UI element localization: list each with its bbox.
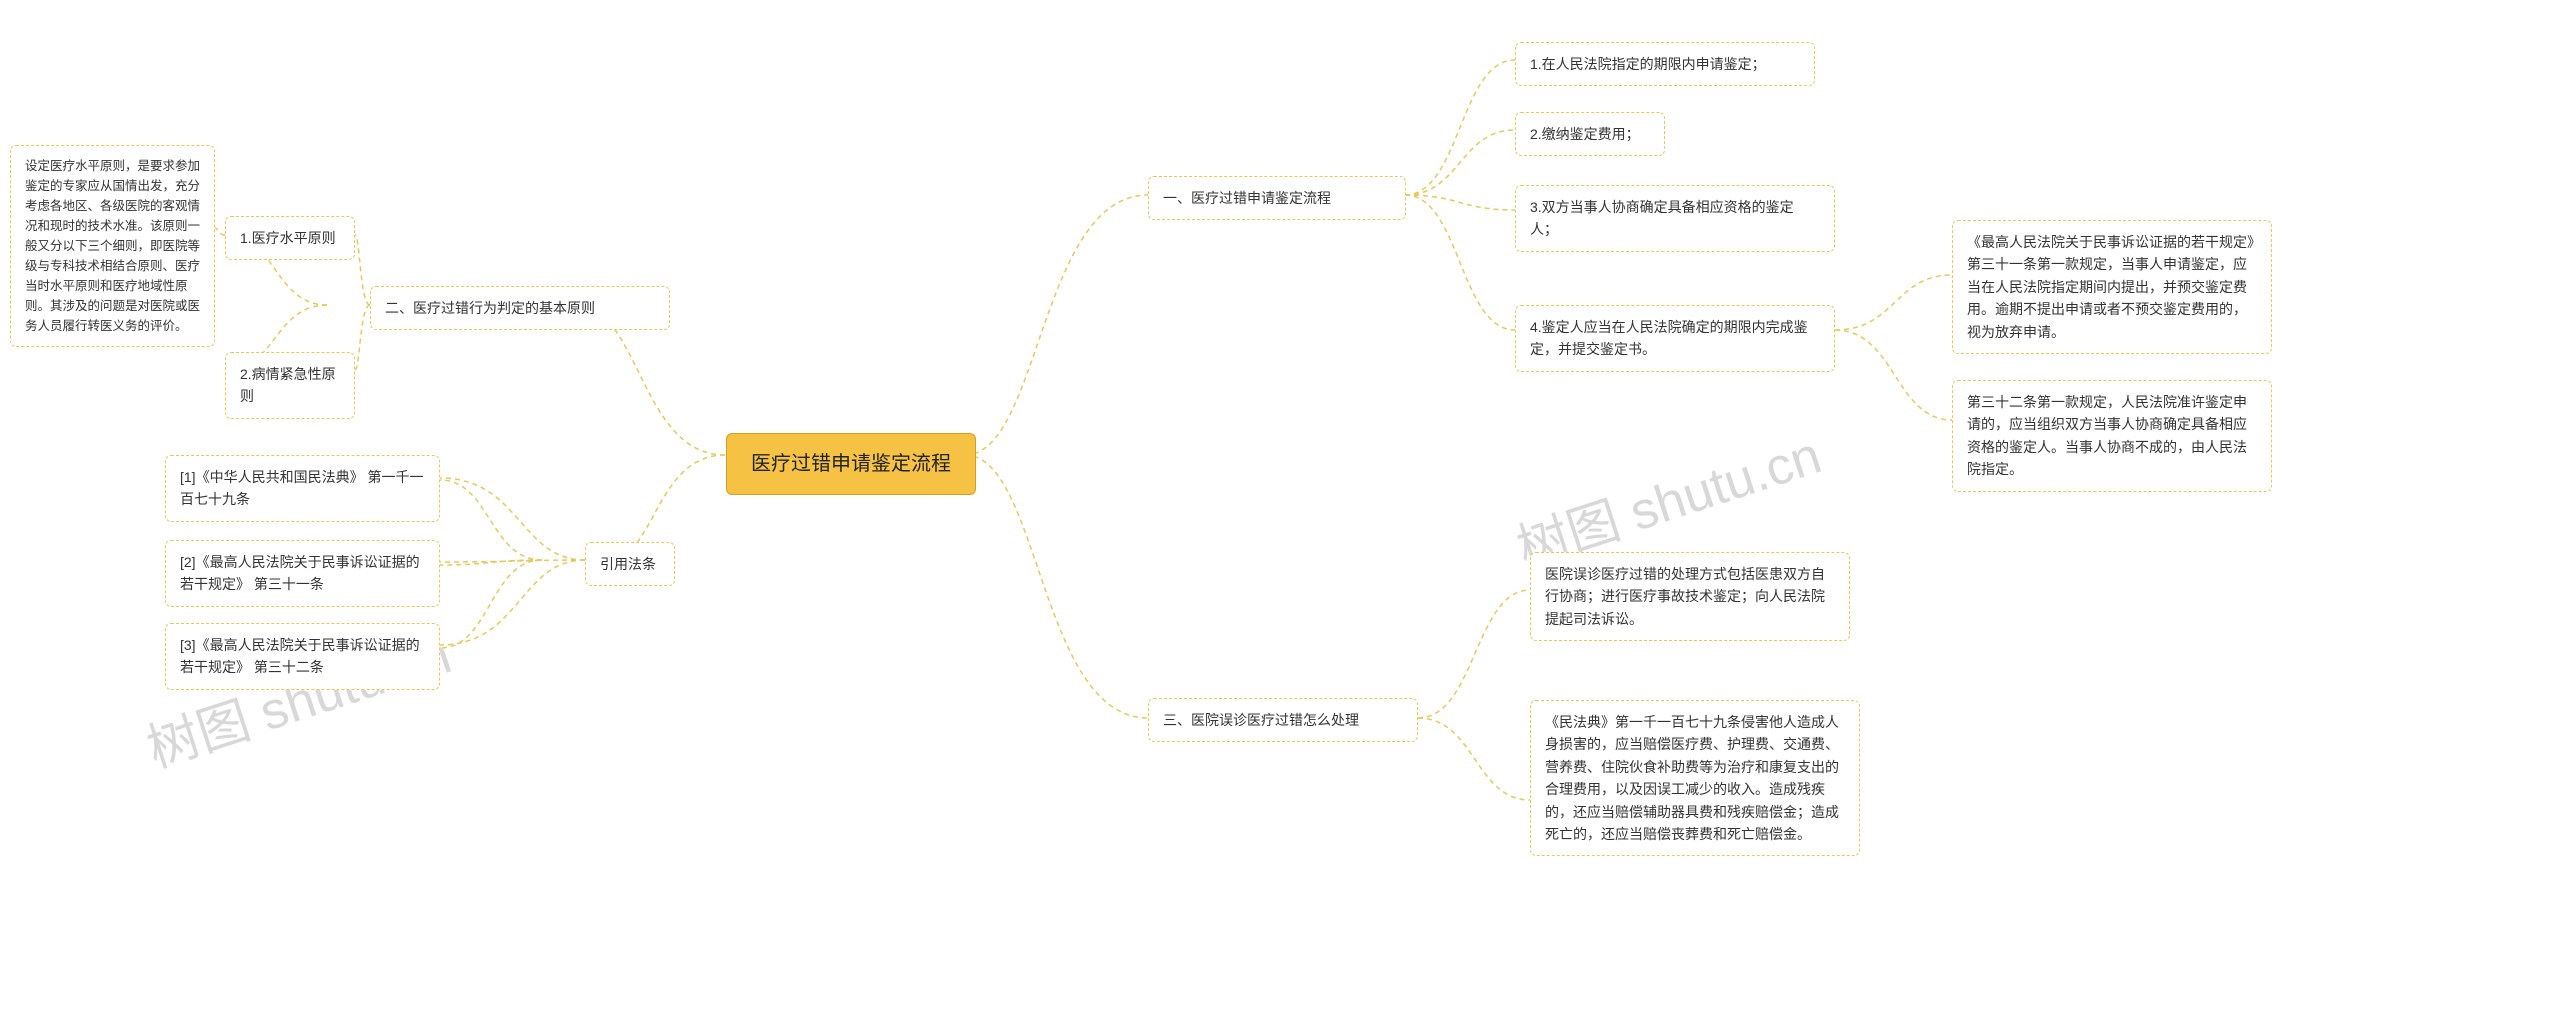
branch-node: 三、医院误诊医疗过错怎么处理 [1148,698,1418,742]
leaf-node: 1.在人民法院指定的期限内申请鉴定； [1515,42,1815,86]
leaf-node: 4.鉴定人应当在人民法院确定的期限内完成鉴定，并提交鉴定书。 [1515,305,1835,372]
leaf-node: [2]《最高人民法院关于民事诉讼证据的若干规定》 第三十一条 [165,540,440,607]
leaf-node: 设定医疗水平原则，是要求参加鉴定的专家应从国情出发，充分考虑各地区、各级医院的客… [10,145,215,347]
leaf-node: 2.缴纳鉴定费用； [1515,112,1665,156]
leaf-node: 第三十二条第一款规定，人民法院准许鉴定申请的，应当组织双方当事人协商确定具备相应… [1952,380,2272,492]
leaf-node: 2.病情紧急性原则 [225,352,355,419]
leaf-node: [1]《中华人民共和国民法典》 第一千一百七十九条 [165,455,440,522]
leaf-node: 1.医疗水平原则 [225,216,355,260]
leaf-node: 《民法典》第一千一百七十九条侵害他人造成人身损害的，应当赔偿医疗费、护理费、交通… [1530,700,1860,856]
leaf-node: 医院误诊医疗过错的处理方式包括医患双方自行协商；进行医疗事故技术鉴定；向人民法院… [1530,552,1850,641]
leaf-node: 3.双方当事人协商确定具备相应资格的鉴定人； [1515,185,1835,252]
center-node: 医疗过错申请鉴定流程 [726,433,976,495]
branch-node: 二、医疗过错行为判定的基本原则 [370,286,670,330]
leaf-node: [3]《最高人民法院关于民事诉讼证据的若干规定》 第三十二条 [165,623,440,690]
branch-node: 一、医疗过错申请鉴定流程 [1148,176,1406,220]
branch-node: 引用法条 [585,542,675,586]
leaf-node: 《最高人民法院关于民事诉讼证据的若干规定》第三十一条第一款规定，当事人申请鉴定，… [1952,220,2272,354]
